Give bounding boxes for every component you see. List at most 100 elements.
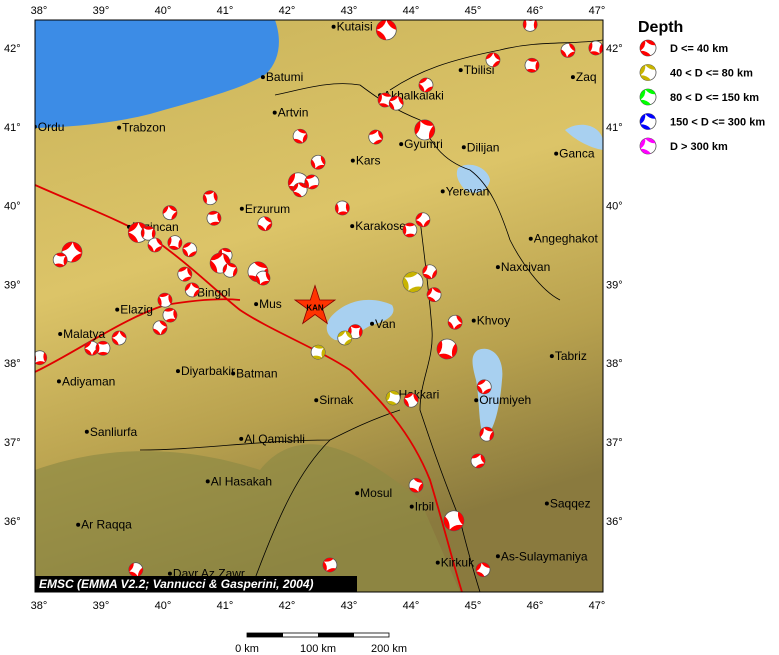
legend-beachball-icon[interactable] xyxy=(638,87,659,108)
focal-mechanism-beachball[interactable] xyxy=(162,204,178,221)
focal-mechanism-beachball[interactable] xyxy=(332,198,352,218)
city-label: Erzurum xyxy=(245,202,290,216)
lon-tick-bottom: 47° xyxy=(589,600,606,612)
city-label: Saqqez xyxy=(550,496,591,510)
focal-mechanism-beachball[interactable] xyxy=(367,128,385,146)
focal-mechanism-beachball[interactable] xyxy=(138,223,158,243)
legend-beachball-icon[interactable] xyxy=(638,136,659,157)
focal-mechanism-beachball[interactable] xyxy=(441,507,468,534)
city-van: Van xyxy=(370,317,396,331)
city-dot xyxy=(440,189,445,194)
legend-beachball-icon[interactable] xyxy=(638,38,659,59)
city-dot xyxy=(355,491,360,496)
city-dot xyxy=(260,75,265,80)
scale-label-200: 200 km xyxy=(371,643,407,655)
city-irbil: Irbil xyxy=(409,500,434,514)
city-kutaisi: Kutaisi xyxy=(331,20,373,34)
focal-mechanism-beachball[interactable] xyxy=(433,335,461,363)
focal-mechanism-beachball[interactable] xyxy=(84,340,100,356)
focal-mechanism-beachball[interactable] xyxy=(485,52,501,68)
legend-beachball-icon[interactable] xyxy=(638,62,659,83)
focal-mechanism-beachball[interactable] xyxy=(254,269,273,288)
city-label: Irbil xyxy=(415,500,434,514)
focal-mechanism-beachball[interactable] xyxy=(475,561,492,578)
focal-mechanism-beachball[interactable] xyxy=(400,220,420,240)
focal-mechanism-beachball[interactable] xyxy=(586,38,605,57)
focal-mechanism-beachball[interactable] xyxy=(407,476,425,494)
focal-mechanism-beachball[interactable] xyxy=(421,263,439,281)
city-label: Naxcivan xyxy=(501,260,550,274)
focal-mechanism-beachball[interactable] xyxy=(50,250,70,270)
focal-mechanism-beachball[interactable] xyxy=(155,290,174,309)
focal-mechanism-beachball[interactable] xyxy=(152,320,168,336)
city-dot xyxy=(461,145,466,150)
lat-tick-right: 40° xyxy=(606,201,623,213)
lon-tick-bottom: 38° xyxy=(31,600,48,612)
epicenter-marker[interactable]: KAN xyxy=(293,284,337,325)
focal-mechanism-beachball[interactable] xyxy=(257,216,273,232)
city-batman: Batman xyxy=(231,366,278,380)
city-label: Ordu xyxy=(38,120,65,134)
focal-mechanism-beachball[interactable] xyxy=(402,391,420,409)
focal-mechanism-beachball[interactable] xyxy=(160,305,180,325)
focal-mechanism-beachball[interactable] xyxy=(127,561,144,578)
focal-mechanism-beachball[interactable] xyxy=(204,208,224,228)
city-label: Kutaisi xyxy=(337,20,373,34)
focal-mechanism-beachball[interactable] xyxy=(292,181,309,198)
focal-mechanism-beachball[interactable] xyxy=(176,265,194,283)
city-dot xyxy=(331,24,336,29)
city-dot xyxy=(231,371,236,376)
legend-title: Depth xyxy=(638,19,683,36)
focal-mechanism-beachball[interactable] xyxy=(93,338,113,358)
city-dot xyxy=(56,379,61,384)
lon-tick-top: 39° xyxy=(93,5,110,17)
epicenter-label: KAN xyxy=(306,303,324,312)
lat-tick-right: 38° xyxy=(606,358,623,370)
focal-mechanism-beachball[interactable] xyxy=(522,55,542,75)
city-label: Bingol xyxy=(197,285,230,299)
focal-mechanism-beachball[interactable] xyxy=(201,188,220,207)
city-dot xyxy=(239,436,244,441)
focal-mechanism-beachball[interactable] xyxy=(477,425,496,444)
focal-mechanism-beachball[interactable] xyxy=(147,237,163,253)
focal-mechanism-beachball[interactable] xyxy=(469,452,487,470)
lat-tick-left: 39° xyxy=(4,279,21,291)
focal-mechanism-beachball[interactable] xyxy=(375,90,394,109)
focal-mechanism-beachball[interactable] xyxy=(181,241,198,258)
city-dot xyxy=(435,560,440,565)
focal-mechanism-beachball[interactable] xyxy=(388,95,405,112)
focal-mechanism-beachball[interactable] xyxy=(308,342,328,362)
focal-mechanism-beachball[interactable] xyxy=(309,153,327,171)
city-label: Tabriz xyxy=(555,349,587,363)
focal-mechanism-beachball[interactable] xyxy=(221,261,240,280)
reservoir xyxy=(565,124,603,150)
focal-mechanism-beachball[interactable] xyxy=(111,330,127,346)
focal-mechanism-beachball[interactable] xyxy=(415,212,431,228)
city-label: Khvoy xyxy=(477,314,510,328)
city-dot xyxy=(254,302,259,307)
focal-mechanism-beachball[interactable] xyxy=(447,314,463,330)
city-label: Sirnak xyxy=(319,393,354,407)
focal-mechanism-beachball[interactable] xyxy=(375,20,397,41)
lat-tick-left: 36° xyxy=(4,516,21,528)
focal-mechanism-beachball[interactable] xyxy=(411,117,438,144)
focal-mechanism-beachball[interactable] xyxy=(426,286,443,303)
focal-mechanism-beachball[interactable] xyxy=(399,268,426,295)
legend-beachball-icon[interactable] xyxy=(638,111,659,132)
city-khvoy: Khvoy xyxy=(471,314,510,328)
focal-mechanism-beachball[interactable] xyxy=(184,282,200,298)
focal-mechanism-beachball[interactable] xyxy=(320,555,339,574)
focal-mechanism-beachball[interactable] xyxy=(291,127,309,145)
focal-mechanism-beachball[interactable] xyxy=(345,322,365,342)
focal-mechanism-beachball[interactable] xyxy=(302,172,321,191)
focal-mechanism-beachball[interactable] xyxy=(418,77,435,94)
legend-item-label: 150 < D <= 300 km xyxy=(670,117,765,129)
focal-mechanism-beachball[interactable] xyxy=(384,388,403,407)
focal-mechanism-beachball[interactable] xyxy=(337,330,353,346)
focal-mechanism-beachball[interactable] xyxy=(476,378,493,395)
focal-mechanism-beachball[interactable] xyxy=(165,233,184,252)
city-dot xyxy=(474,398,479,403)
focal-mechanism-beachball[interactable] xyxy=(560,42,576,58)
scale-label-100: 100 km xyxy=(300,643,336,655)
city-label: Ar Raqqa xyxy=(81,518,132,532)
